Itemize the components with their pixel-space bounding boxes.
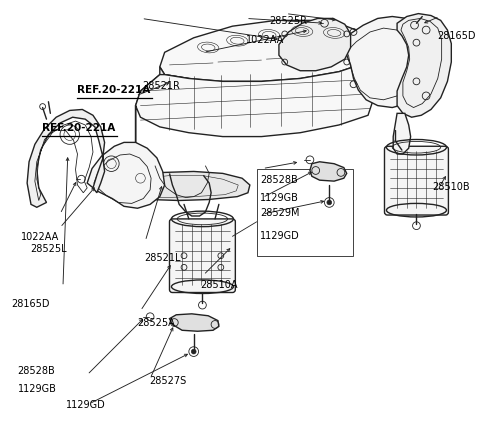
Text: 1129GD: 1129GD bbox=[260, 231, 300, 241]
Text: REF.20-221A: REF.20-221A bbox=[77, 86, 150, 95]
Polygon shape bbox=[310, 162, 347, 181]
Circle shape bbox=[191, 349, 196, 354]
Text: 1022AA: 1022AA bbox=[21, 232, 59, 242]
Text: 28527S: 28527S bbox=[149, 376, 186, 386]
Text: 1022AA: 1022AA bbox=[246, 35, 285, 45]
Polygon shape bbox=[135, 67, 189, 109]
Text: 28521L: 28521L bbox=[144, 253, 180, 263]
Polygon shape bbox=[169, 314, 219, 331]
Text: 1129GB: 1129GB bbox=[18, 384, 57, 394]
Polygon shape bbox=[135, 52, 373, 154]
Text: 28165D: 28165D bbox=[437, 31, 476, 41]
Text: 28525L: 28525L bbox=[30, 245, 67, 254]
FancyBboxPatch shape bbox=[304, 31, 324, 45]
Polygon shape bbox=[97, 172, 250, 200]
Polygon shape bbox=[397, 13, 451, 117]
Text: 1129GB: 1129GB bbox=[260, 193, 299, 203]
FancyBboxPatch shape bbox=[323, 31, 342, 45]
Text: 28510A: 28510A bbox=[200, 280, 238, 290]
Text: 28529M: 28529M bbox=[260, 208, 300, 218]
Polygon shape bbox=[87, 143, 165, 208]
FancyBboxPatch shape bbox=[169, 219, 235, 292]
Polygon shape bbox=[279, 19, 350, 71]
FancyBboxPatch shape bbox=[384, 146, 448, 215]
FancyBboxPatch shape bbox=[304, 48, 324, 62]
Polygon shape bbox=[393, 113, 411, 154]
Text: 28165D: 28165D bbox=[12, 299, 50, 309]
Text: 28510B: 28510B bbox=[432, 182, 470, 192]
Polygon shape bbox=[27, 109, 105, 207]
FancyBboxPatch shape bbox=[286, 48, 305, 62]
Text: REF.20-221A: REF.20-221A bbox=[42, 123, 115, 133]
Text: 28528B: 28528B bbox=[260, 175, 298, 184]
Circle shape bbox=[327, 200, 332, 205]
Polygon shape bbox=[334, 16, 430, 108]
FancyBboxPatch shape bbox=[286, 31, 305, 45]
Text: 28521R: 28521R bbox=[142, 81, 180, 91]
Text: 28525A: 28525A bbox=[137, 318, 175, 328]
Polygon shape bbox=[160, 20, 373, 81]
Text: 28528B: 28528B bbox=[18, 366, 55, 376]
Text: 1129GD: 1129GD bbox=[66, 400, 106, 410]
FancyBboxPatch shape bbox=[323, 48, 342, 62]
Text: 28525R: 28525R bbox=[269, 16, 307, 25]
